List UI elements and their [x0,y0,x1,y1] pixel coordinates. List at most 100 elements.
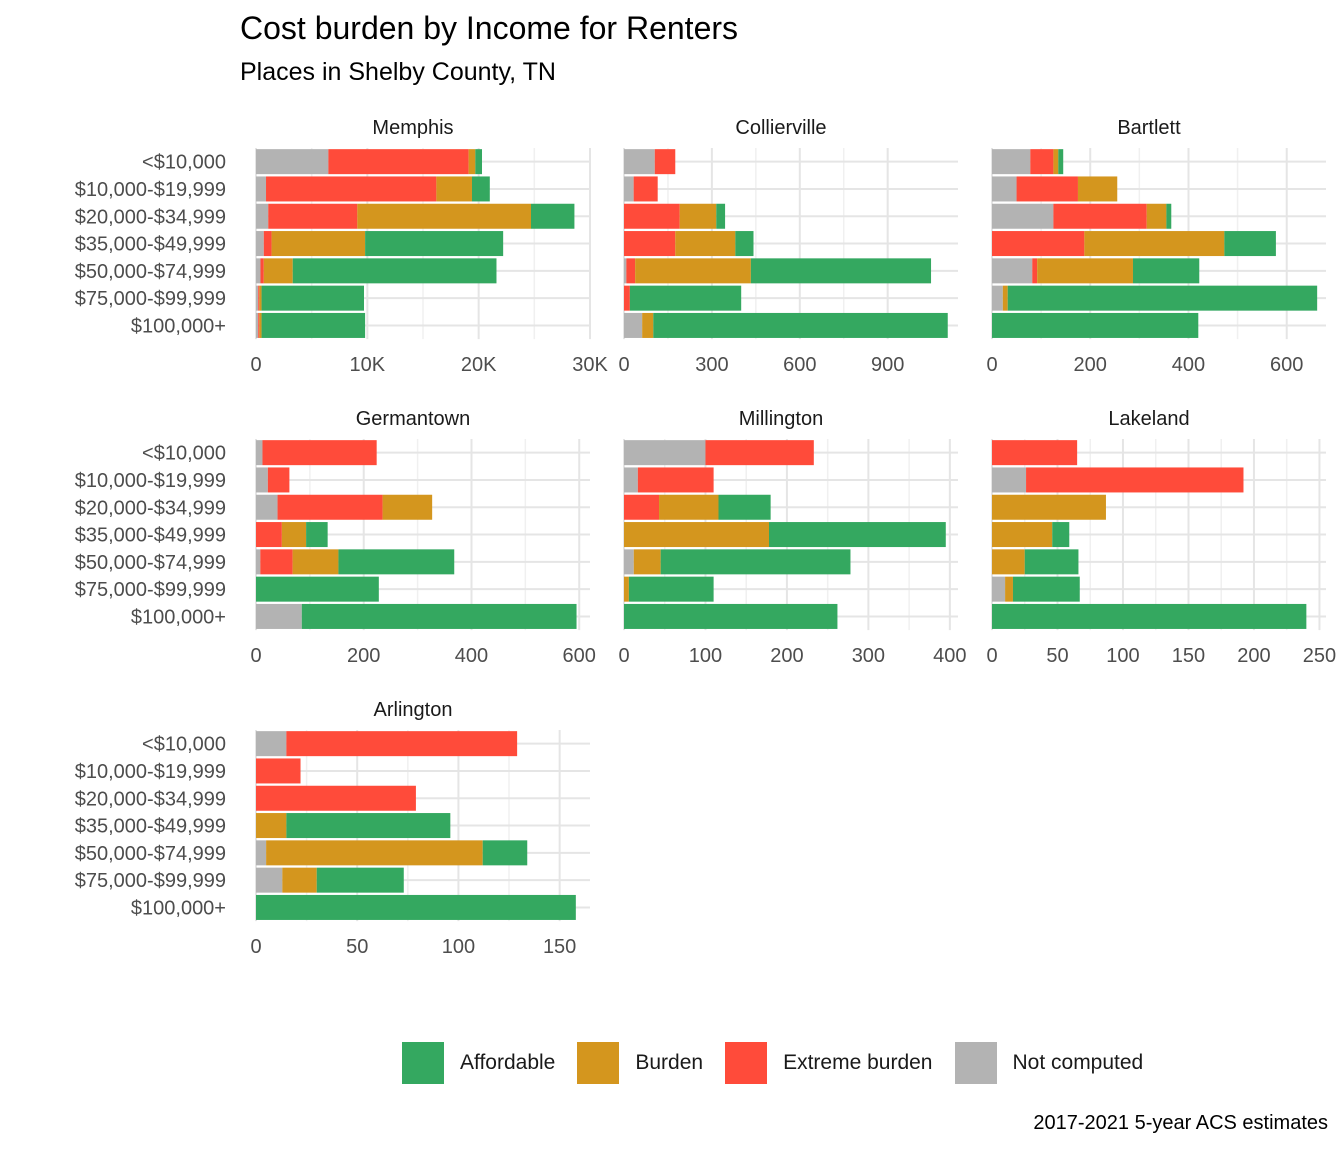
bar-memphis-extreme-burden [258,285,260,311]
x-tick-label: 0 [250,645,261,667]
legend-label: Burden [635,1051,704,1074]
bar-memphis-affordable [475,149,483,175]
bar-memphis-burden [357,203,531,229]
bar-memphis-burden [259,285,262,311]
bar-collierville-burden [635,258,751,284]
bar-germantown-affordable [306,522,328,548]
x-tick-label: 10K [350,354,386,376]
y-tick-label: $50,000-$74,999 [75,843,226,865]
y-tick-label: $20,000-$34,999 [75,497,226,519]
y-tick-label: $35,000-$49,999 [75,525,226,547]
bar-bartlett-burden [1084,231,1225,257]
x-tick-label: 0 [618,354,629,376]
bar-millington-extreme-burden [624,494,660,520]
y-tick-label: $50,000-$74,999 [75,261,226,283]
bar-millington-affordable [769,522,946,548]
bar-arlington-extreme-burden [286,731,518,757]
bar-bartlett-not-computed [992,203,1054,229]
bar-lakeland-extreme-burden [1026,467,1244,493]
bar-lakeland-burden [1005,576,1013,602]
y-tick-label: $20,000-$34,999 [75,788,226,810]
chart-caption: 2017-2021 5-year ACS estimates [1033,1112,1328,1134]
bar-bartlett-not-computed [992,258,1033,284]
bar-lakeland-affordable [1052,522,1070,548]
x-tick-label: 0 [986,354,997,376]
bar-millington-burden [624,576,629,602]
bar-lakeland-extreme-burden [992,440,1078,466]
bar-memphis-burden [468,149,476,175]
legend: Affordable Burden Extreme burden Not com… [402,1042,1165,1084]
bar-collierville-extreme-burden [654,149,676,175]
bar-millington-not-computed [624,440,706,466]
faceted-bar-chart: Memphis 0 10K 20K 30K <$10,000 $10,000-$19,999… [75,117,1336,958]
bar-bartlett-extreme-burden [1030,149,1054,175]
bar-memphis-burden [263,258,293,284]
x-tick-label: 20K [461,354,497,376]
legend-item-burden: Burden [577,1042,703,1084]
bar-bartlett-extreme-burden [1032,258,1038,284]
bar-bartlett-affordable [1007,285,1318,311]
bar-collierville-affordable [750,258,932,284]
bar-memphis-extreme-burden [266,176,437,202]
bar-memphis-affordable [292,258,497,284]
x-tick-label: 0 [250,354,261,376]
y-tick-label: $10,000-$19,999 [75,179,226,201]
y-tick-label: $10,000-$19,999 [75,761,226,783]
bar-memphis-burden [436,176,472,202]
x-tick-label: 900 [871,354,904,376]
chart-subtitle: Places in Shelby County, TN [240,58,556,86]
bar-millington-burden [633,549,661,575]
bar-arlington-extreme-burden [256,785,416,811]
bar-arlington-affordable [256,894,576,920]
bar-millington-not-computed [624,549,634,575]
bar-lakeland-burden [992,494,1106,520]
bar-millington-burden [624,522,770,548]
bar-germantown-extreme-burden [262,440,377,466]
panel-title-memphis: Memphis [372,117,453,139]
x-tick-label: 30K [572,354,608,376]
bar-millington-affordable [628,576,714,602]
legend-key-burden [577,1042,620,1084]
bar-memphis-extreme-burden [260,258,264,284]
panel-title-collierville: Collierville [735,117,826,139]
panel-title-millington: Millington [739,408,823,430]
bar-arlington-not-computed [256,731,287,757]
bar-memphis-extreme-burden [328,149,469,175]
bar-arlington-burden [256,813,287,839]
bar-bartlett-burden [1053,149,1059,175]
bar-collierville-burden [675,231,736,257]
x-tick-label: 100 [689,645,722,667]
bar-arlington-affordable [482,840,528,866]
legend-key-affordable [402,1042,444,1084]
bar-collierville-not-computed [624,176,634,202]
bar-bartlett-burden [1077,176,1118,202]
y-tick-label: <$10,000 [142,443,226,465]
bar-memphis-not-computed [256,258,261,284]
bar-collierville-extreme-burden [626,258,636,284]
bar-germantown-burden [292,549,339,575]
bar-memphis-burden [271,231,366,257]
x-tick-label: 0 [986,645,997,667]
bar-arlington-burden [282,867,317,893]
x-tick-label: 200 [1074,354,1107,376]
bar-collierville-affordable [629,285,742,311]
bar-arlington-extreme-burden [256,758,301,784]
bar-memphis-extreme-burden [263,231,272,257]
bar-bartlett-burden [1146,203,1167,229]
y-tick-label: $75,000-$99,999 [75,288,226,310]
y-tick-label: $75,000-$99,999 [75,870,226,892]
bar-germantown-not-computed [256,549,261,575]
chart-title: Cost burden by Income for Renters [240,10,739,46]
x-tick-label: 50 [1046,645,1068,667]
bar-arlington-not-computed [256,840,267,866]
x-tick-label: 0 [618,645,629,667]
y-tick-label: $100,000+ [131,606,226,628]
bar-bartlett-not-computed [992,149,1031,175]
y-tick-label: $100,000+ [131,897,226,919]
legend-item-affordable: Affordable [402,1042,555,1084]
bar-germantown-extreme-burden [256,522,282,548]
bar-memphis-not-computed [256,176,267,202]
y-tick-label: <$10,000 [142,152,226,174]
y-tick-label: <$10,000 [142,734,226,756]
bar-bartlett-affordable [992,312,1199,338]
